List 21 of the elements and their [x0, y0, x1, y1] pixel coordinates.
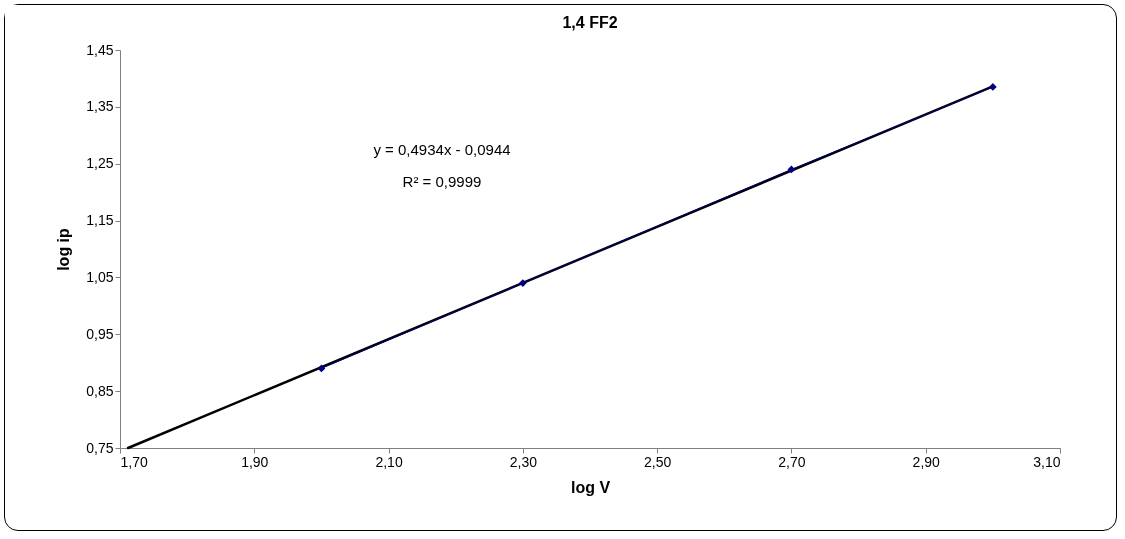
annotation: R² = 0,9999	[402, 173, 482, 190]
x-tick-label: 1,70	[120, 453, 148, 470]
y-tick-label: 0,75	[86, 439, 114, 456]
y-tick-label: 0,95	[86, 325, 114, 342]
annotation: y = 0,4934x - 0,0944	[373, 141, 511, 158]
x-tick-label: 2,30	[509, 453, 538, 470]
x-tick-label: 3,10	[1033, 453, 1061, 470]
x-tick-label: 2,10	[375, 453, 403, 470]
x-tick-label: 2,70	[778, 453, 806, 470]
x-tick-label: 2,90	[912, 453, 941, 470]
x-tick-label: 2,50	[644, 453, 672, 470]
y-tick-label: 1,15	[86, 212, 114, 229]
y-tick-label: 0,85	[86, 382, 114, 399]
x-axis-title: log V	[570, 478, 611, 496]
y-axis-title: log ip	[55, 227, 73, 271]
y-tick-label: 1,05	[86, 268, 114, 285]
y-tick-label: 1,35	[86, 98, 114, 115]
y-tick-label: 1,25	[86, 155, 114, 172]
y-tick-label: 1,45	[86, 41, 114, 58]
chart-title: 1,4 FF2	[562, 14, 618, 31]
x-tick-label: 1,90	[241, 453, 269, 470]
